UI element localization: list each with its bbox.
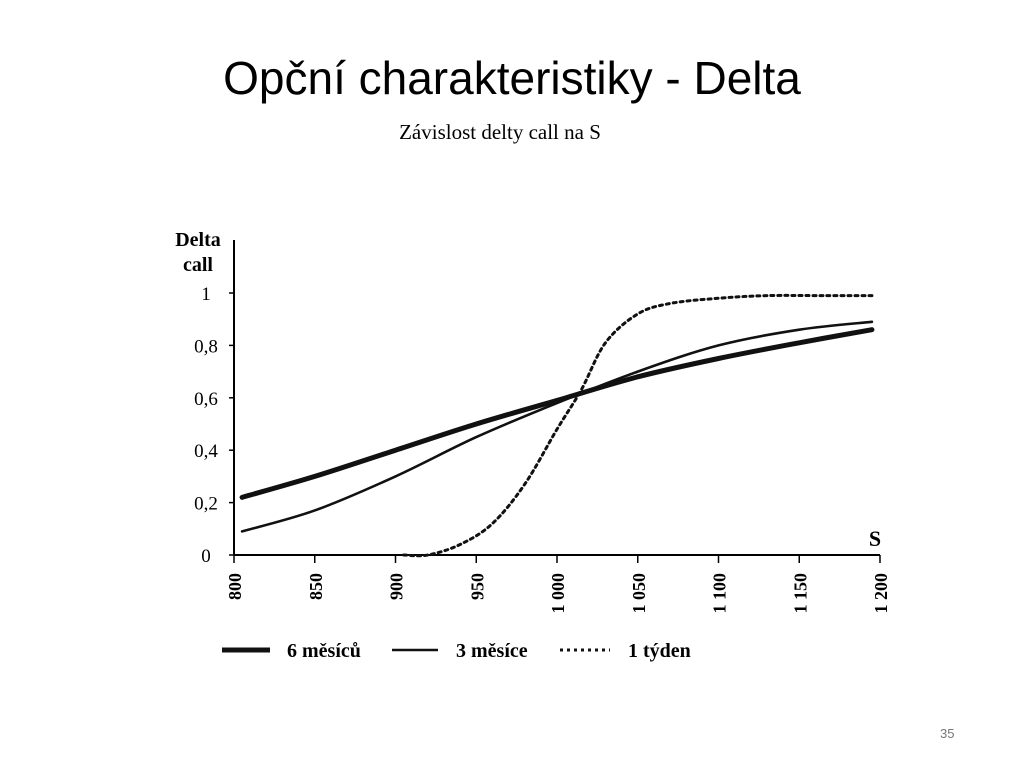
x-tick-label: 1 150 <box>790 573 810 614</box>
y-axis-label: call <box>183 254 213 276</box>
y-tick-label: 0,4 <box>194 441 218 462</box>
legend-label: 3 měsíce <box>456 640 528 662</box>
y-axis-label: Delta <box>175 229 221 251</box>
axes: 0 0,2 0,4 0,6 0,8 1 Delta call 800 850 900 950 1 000… <box>175 229 891 614</box>
legend-label: 6 měsíců <box>287 640 361 662</box>
x-tick-label: 1 000 <box>548 573 568 614</box>
x-tick-label: 1 200 <box>871 573 891 614</box>
x-tick-label: 1 100 <box>710 573 730 614</box>
y-tick-label: 0,8 <box>194 336 218 357</box>
series-line-3-měsíce <box>240 320 874 533</box>
x-axis-label: S <box>869 526 881 551</box>
x-tick-label: 1 050 <box>629 573 649 614</box>
legend: 6 měsíců 3 měsíce 1 týden <box>222 640 691 662</box>
page-number: 35 <box>940 726 955 741</box>
x-tick-label: 950 <box>467 573 487 600</box>
y-tick-label: 0,6 <box>194 389 218 410</box>
series-layer <box>239 293 875 558</box>
x-tick-label: 850 <box>306 573 326 600</box>
x-tick-label: 800 <box>225 573 245 600</box>
y-tick-label: 0,2 <box>194 494 218 515</box>
series-line-6-měsíců <box>239 327 875 500</box>
series-line-1-týden <box>402 293 874 558</box>
x-tick-label: 900 <box>387 573 407 600</box>
y-tick-label: 1 <box>201 284 211 305</box>
chart-title: Závislost delty call na S <box>399 120 601 144</box>
legend-label: 1 týden <box>628 640 691 662</box>
slide-title: Opční charakteristiky - Delta <box>223 52 801 104</box>
y-tick-label: 0 <box>201 546 211 567</box>
